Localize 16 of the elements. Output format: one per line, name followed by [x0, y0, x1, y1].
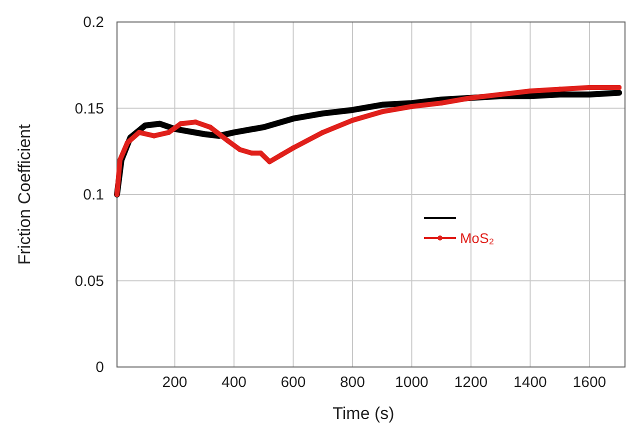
x-axis-title: Time (s) — [332, 404, 394, 423]
x-tick-label: 1600 — [572, 374, 606, 391]
x-tick-label: 1000 — [395, 374, 428, 391]
x-tick-label: 200 — [162, 374, 188, 391]
x-tick-label: 1200 — [454, 374, 488, 391]
y-axis-title: Friction Coefficient — [15, 124, 34, 265]
y-tick-label: 0 — [96, 359, 104, 376]
legend-label: MoS₂ — [460, 230, 494, 246]
y-tick-label: 0.05 — [74, 272, 104, 290]
x-tick-label: 1400 — [514, 374, 547, 391]
x-tick-label: 600 — [280, 374, 306, 391]
y-tick-label: 0.2 — [83, 14, 104, 31]
x-tick-label: 400 — [221, 374, 247, 391]
y-tick-label: 0.1 — [83, 186, 104, 204]
x-tick-label: 800 — [340, 374, 366, 391]
y-tick-label: 0.15 — [74, 100, 104, 118]
